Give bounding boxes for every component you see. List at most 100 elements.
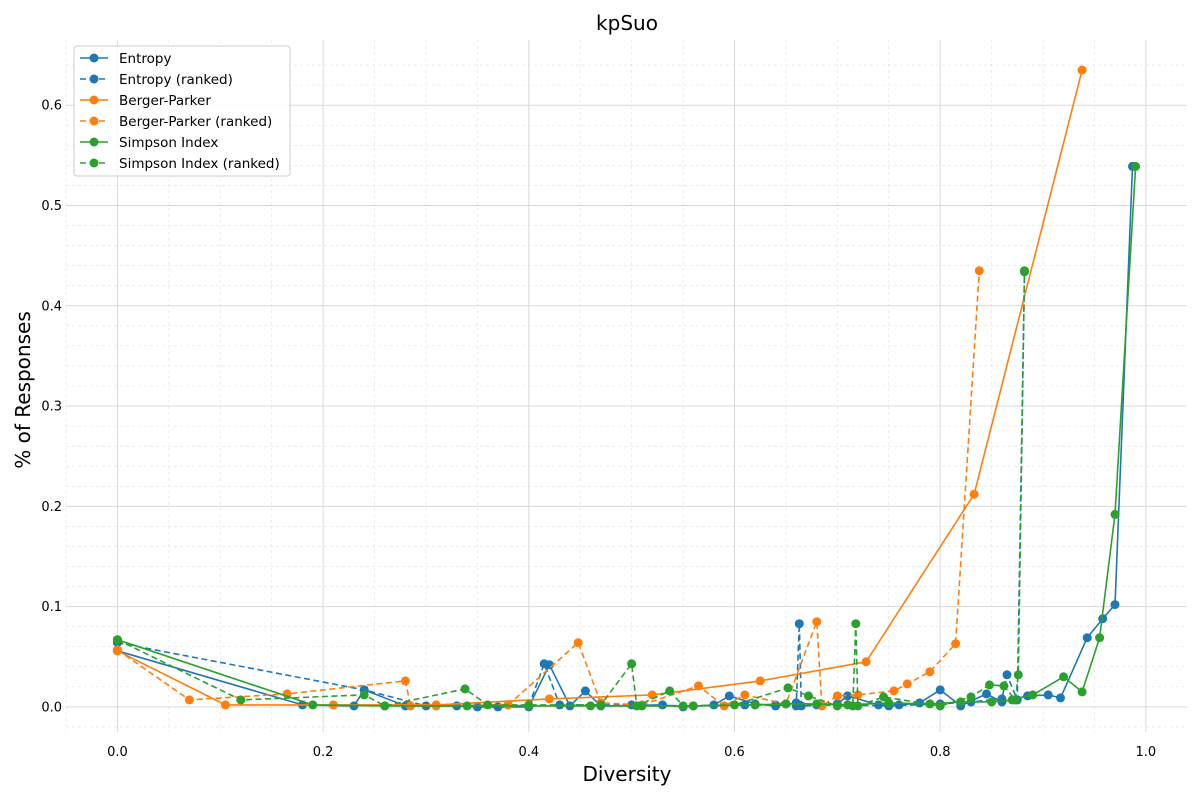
data-point [796,701,806,711]
data-point [783,683,793,693]
axis-ticks: 0.0 0.2 0.4 0.6 0.8 1.0 0.0 0.1 0.2 0.3 0.4 0.5 0.6 [41,99,1156,760]
data-point [1028,690,1038,700]
data-point [851,619,861,629]
y-tick-label: 0.1 [41,600,62,615]
data-point [832,691,842,701]
data-point [1059,672,1069,682]
data-point [460,684,470,694]
x-tick-label: 0.0 [107,745,128,760]
data-point [493,702,503,712]
legend-marker [89,116,99,126]
x-tick-label: 0.6 [724,745,745,760]
data-point [750,700,760,710]
data-point [1131,161,1141,171]
data-point [1013,670,1023,680]
y-tick-label: 0.6 [41,99,62,114]
data-point [1010,695,1020,705]
legend-label: Entropy (ranked) [119,72,233,88]
y-tick-label: 0.3 [41,400,62,415]
data-point [812,699,822,709]
data-point [794,619,804,629]
data-point [1077,687,1087,697]
data-point [925,667,935,677]
data-point [580,686,590,696]
data-point [902,679,912,689]
data-point [755,676,765,686]
data-point [724,691,734,701]
y-tick-label: 0.4 [41,299,62,314]
data-point [462,701,472,711]
data-point [987,697,997,707]
data-point [884,698,894,708]
legend-label: Berger-Parker [119,93,211,109]
x-axis-label: Diversity [583,762,672,786]
series-line [117,166,1137,707]
series-line [116,270,981,707]
series-layer [112,65,1141,712]
data-point [665,686,675,696]
data-point [879,692,889,702]
data-point [832,701,842,711]
legend-label: Entropy [119,51,171,67]
data-point [861,657,871,667]
data-point [632,701,642,711]
data-point [400,676,410,686]
data-point [1110,600,1120,610]
y-tick-label: 0.0 [41,700,62,715]
data-point [969,489,979,499]
legend-box [73,45,291,177]
x-tick-label: 0.8 [930,745,951,760]
x-tick-label: 0.2 [313,745,334,760]
data-point [112,645,122,655]
legend-label: Berger-Parker (ranked) [119,114,272,130]
data-point [985,680,994,690]
data-point [694,681,703,691]
data-point [483,700,493,710]
data-point [627,659,637,669]
data-point [966,692,976,702]
data-point [236,695,246,705]
data-point [524,700,534,710]
data-point [982,689,991,699]
data-point [843,691,853,701]
data-point [539,659,549,669]
legend-marker [89,74,99,84]
legend-marker [89,137,99,147]
data-point [730,700,739,710]
data-point [112,635,122,645]
data-point [853,690,863,700]
data-point [974,266,984,276]
data-point [925,699,935,709]
data-point [1077,65,1087,75]
y-tick-label: 0.2 [41,500,62,515]
data-point [997,694,1007,704]
data-point [740,690,750,700]
chart-title: kpSuo [596,11,658,35]
legend-label: Simpson Index (ranked) [119,156,280,172]
data-point [359,690,369,700]
data-point [951,639,961,649]
data-point [935,701,945,711]
data-point [220,700,230,710]
data-point [380,701,390,711]
legend-marker [89,95,99,105]
data-point [1020,266,1029,276]
legend-label: Simpson Index [119,135,218,151]
data-point [678,701,688,711]
series-line [117,270,1026,707]
series-1 [112,161,1137,712]
y-axis-label: % of Responses [11,311,35,468]
series-4 [112,266,984,711]
data-point [999,681,1009,691]
data-point [853,701,863,711]
series-2 [112,267,1029,711]
series-5 [112,161,1141,711]
data-point [1082,633,1092,643]
data-point [573,638,583,648]
data-point [889,686,899,696]
data-point [804,691,813,701]
data-point [781,699,791,709]
data-point [1110,509,1120,519]
legend: Entropy Entropy (ranked) Berger-Parker Berg… [73,45,291,177]
